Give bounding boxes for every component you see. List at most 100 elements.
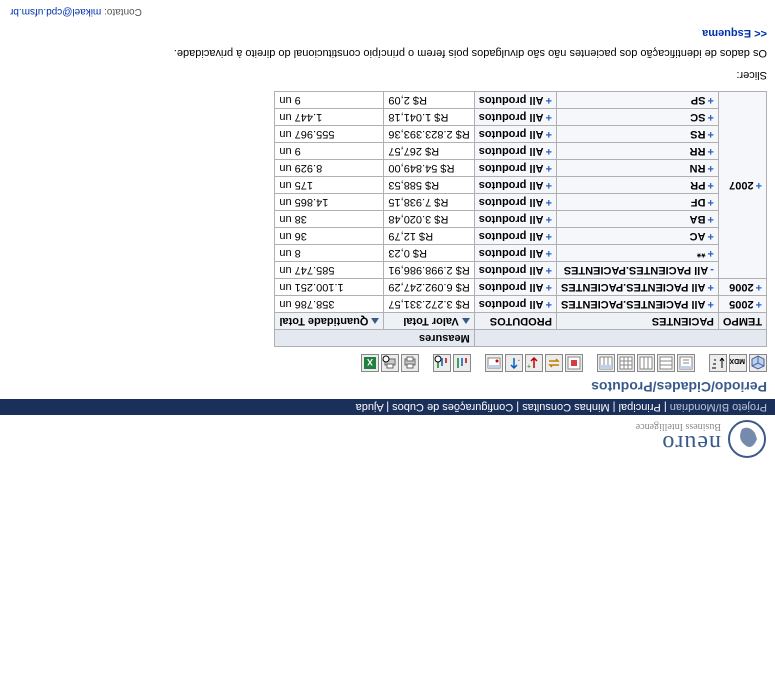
tempo-cell[interactable]: +2007 [718,92,766,279]
produtos-cell[interactable]: +All produtos [474,211,556,228]
expand-icon[interactable]: + [707,213,713,225]
olap-toolbar: MDX +- X [0,351,775,375]
expand-icon[interactable]: + [707,298,713,310]
mdx-icon[interactable]: MDX [729,354,747,372]
qtd-cell: 555.967 un [275,126,384,143]
expand-icon[interactable]: + [546,145,552,157]
expand-icon[interactable]: + [546,298,552,310]
expand-icon[interactable]: + [707,128,713,140]
config-icon[interactable] [677,354,695,372]
produtos-cell[interactable]: +All produtos [474,143,556,160]
produtos-cell[interactable]: +All produtos [474,194,556,211]
produtos-cell[interactable]: +All produtos [474,177,556,194]
nav-minhas-consultas[interactable]: Minhas Consultas [522,401,609,413]
valor-cell: R$ 3.272.331,57 [384,296,474,313]
produtos-cell[interactable]: +All produtos [474,109,556,126]
produtos-cell[interactable]: +All produtos [474,160,556,177]
brand-sub: Business Intelligence [636,422,721,433]
brand-logo-icon [727,419,767,459]
dim-header-0[interactable]: TEMPO [718,313,766,330]
pacientes-cell[interactable]: +DF [556,194,718,211]
expand-icon[interactable]: + [707,162,713,174]
measure-header-0[interactable]: Valor Total [384,313,474,330]
print-cfg-icon[interactable] [381,354,399,372]
contact-email[interactable]: mikael@cpd.ufsm.br [10,6,101,17]
pacientes-cell[interactable]: +All PACIENTES.PACIENTES [556,296,718,313]
valor-cell: R$ 7.938,15 [384,194,474,211]
nav-config-cubos[interactable]: Configurações de Cubos [392,401,513,413]
print-icon[interactable] [401,354,419,372]
expand-icon[interactable]: + [756,179,762,191]
expand-icon[interactable]: - [710,264,714,276]
cols-icon[interactable] [637,354,655,372]
disclaimer-text: Os dados de identificação dos pacientes … [0,43,775,63]
produtos-cell[interactable]: +All produtos [474,245,556,262]
expand-icon[interactable]: + [546,179,552,191]
produtos-cell[interactable]: +All produtos [474,228,556,245]
produtos-cell[interactable]: +All produtos [474,296,556,313]
qtd-cell: 175 un [275,177,384,194]
expand-icon[interactable]: + [546,281,552,293]
produtos-cell[interactable]: +All produtos [474,126,556,143]
expand-icon[interactable]: + [707,145,713,157]
excel-icon[interactable]: X [361,354,379,372]
expand-icon[interactable]: + [707,179,713,191]
expand-icon[interactable]: + [546,264,552,276]
pacientes-cell[interactable]: +SC [556,109,718,126]
expand-icon[interactable]: + [546,111,552,123]
expand-icon[interactable]: + [707,247,713,259]
pacientes-cell[interactable]: +SP [556,92,718,109]
pacientes-cell[interactable]: -All PACIENTES.PACIENTES [556,262,718,279]
through-icon[interactable]: - [505,354,523,372]
expand-icon[interactable]: + [756,298,762,310]
expand-icon[interactable]: + [707,111,713,123]
expand-icon[interactable]: + [546,94,552,106]
swap-icon[interactable] [545,354,563,372]
slicer-label: Slicer: [0,63,775,87]
produtos-cell[interactable]: +All produtos [474,262,556,279]
expand-icon[interactable]: + [546,247,552,259]
pacientes-cell[interactable]: +BA [556,211,718,228]
pacientes-cell[interactable]: +** [556,245,718,262]
pacientes-cell[interactable]: +RN [556,160,718,177]
replace-icon[interactable]: + [525,354,543,372]
expand-icon[interactable]: + [546,128,552,140]
tempo-cell[interactable]: +2006 [718,279,766,296]
qtd-cell: 358.786 un [275,296,384,313]
members-icon[interactable] [617,354,635,372]
valor-cell: R$ 2.998.986,91 [384,262,474,279]
measure-header-1[interactable]: Quantidade Total [275,313,384,330]
expand-icon[interactable]: + [546,162,552,174]
produtos-cell[interactable]: +All produtos [474,92,556,109]
cube-icon[interactable] [749,354,767,372]
dim-header-1[interactable]: PACIENTES [556,313,718,330]
drill-icon[interactable] [597,354,615,372]
expand-icon[interactable]: + [546,213,552,225]
pacientes-cell[interactable]: +RS [556,126,718,143]
expand-icon[interactable]: + [756,281,762,293]
expand-icon[interactable]: + [546,230,552,242]
nav-ajuda[interactable]: Ajuda [356,401,384,413]
pacientes-cell[interactable]: +RR [556,143,718,160]
schema-link[interactable]: << Esquema [702,27,767,39]
produtos-cell[interactable]: +All produtos [474,279,556,296]
sort-icon[interactable] [709,354,727,372]
expand-icon[interactable]: + [707,230,713,242]
dim-header-2[interactable]: PRODUTOS [474,313,556,330]
pacientes-cell[interactable]: +All PACIENTES.PACIENTES [556,279,718,296]
tempo-cell[interactable]: +2005 [718,296,766,313]
expand-icon[interactable]: + [707,281,713,293]
pacientes-cell[interactable]: +AC [556,228,718,245]
position-icon[interactable] [485,354,503,372]
suppress-icon[interactable] [565,354,583,372]
chart-icon[interactable] [453,354,471,372]
expand-icon[interactable]: + [707,196,713,208]
qtd-cell: 1.100.251 un [275,279,384,296]
expand-icon[interactable]: + [707,94,713,106]
nav-principal[interactable]: Principal [619,401,661,413]
expand-icon[interactable]: + [546,196,552,208]
chart-cfg-icon[interactable] [433,354,451,372]
valor-cell: R$ 2.823.393,36 [384,126,474,143]
pacientes-cell[interactable]: +PR [556,177,718,194]
rows-icon[interactable] [657,354,675,372]
